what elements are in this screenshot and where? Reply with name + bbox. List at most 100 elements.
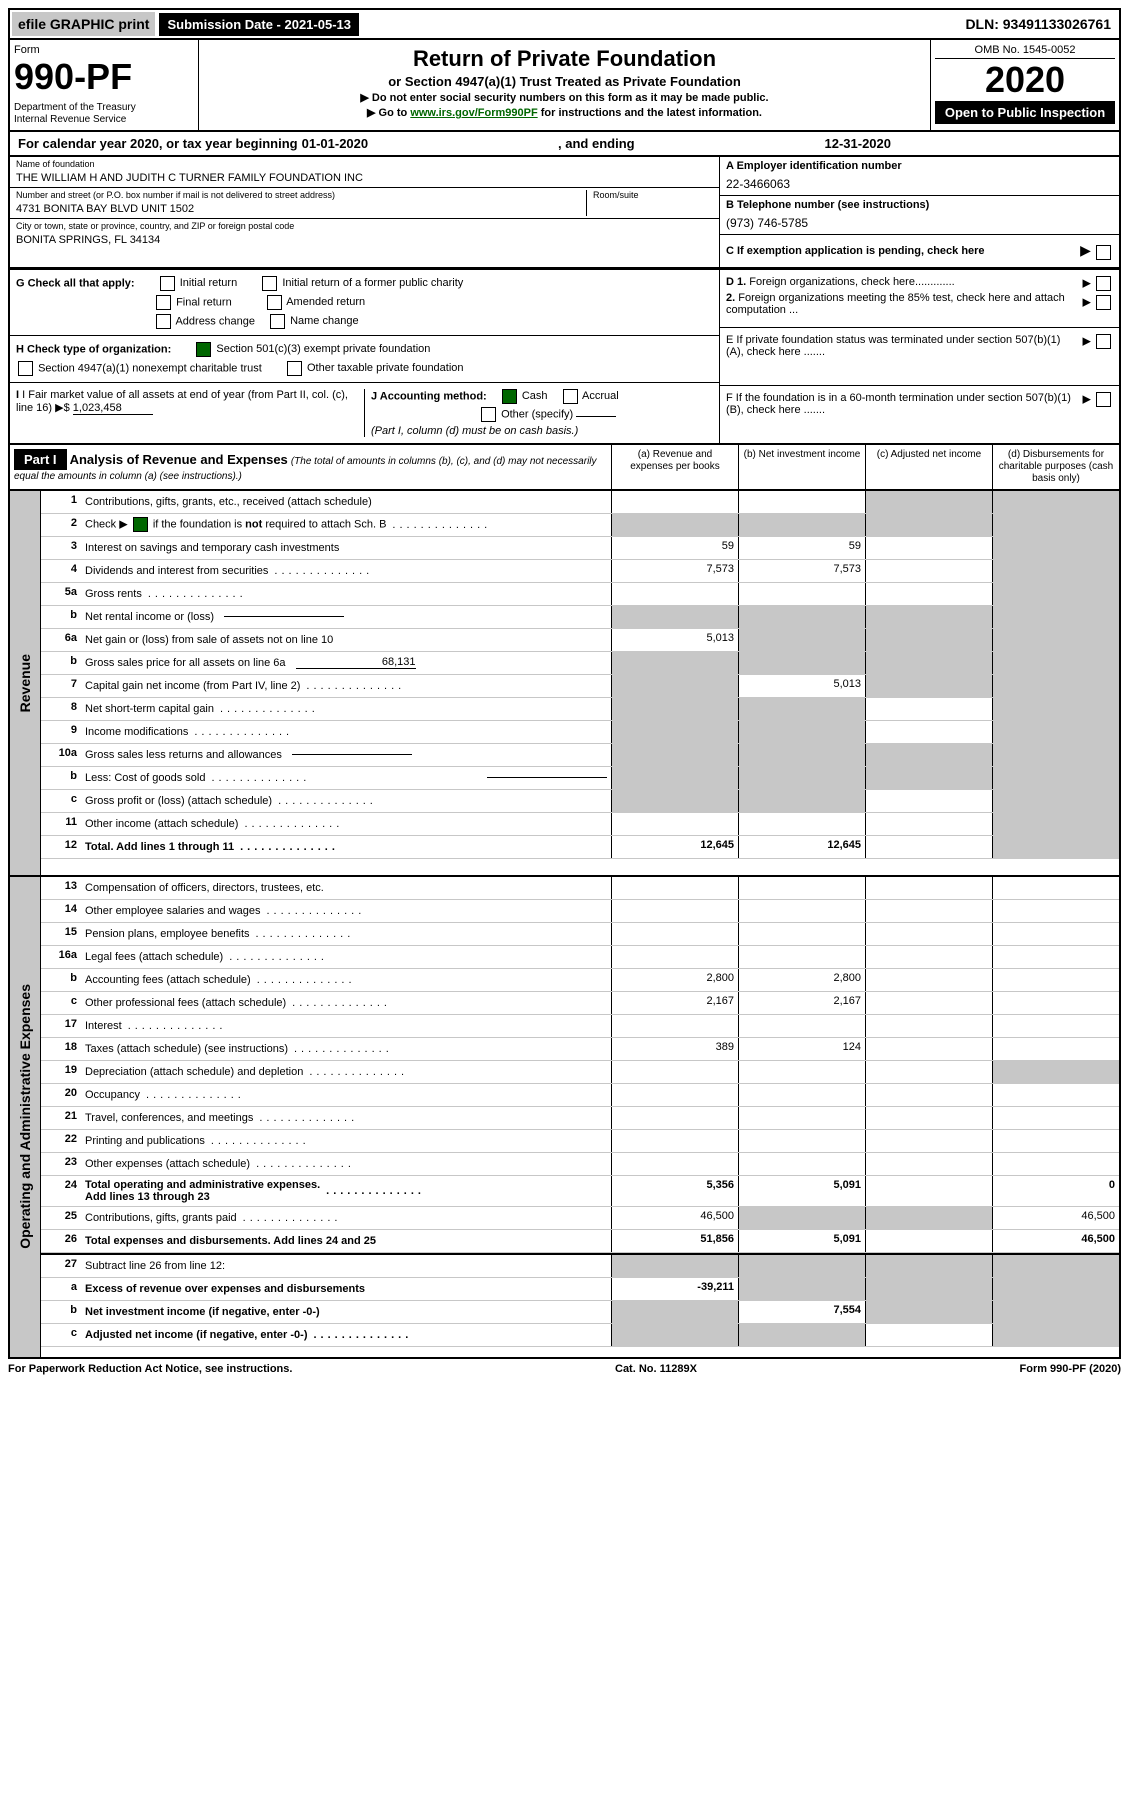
value-cell: [611, 1255, 738, 1277]
table-row: b Net investment income (if negative, en…: [41, 1301, 1119, 1324]
line-number: 11: [41, 813, 81, 835]
line-number: 27: [41, 1255, 81, 1277]
form-label: Form: [14, 44, 194, 56]
chk-cash[interactable]: [502, 389, 517, 404]
line-desc: Taxes (attach schedule) (see instruction…: [81, 1038, 611, 1060]
exempt-checkbox[interactable]: [1096, 245, 1111, 260]
chk-addr-change[interactable]: [156, 314, 171, 329]
value-cell: [611, 900, 738, 922]
value-cell: [865, 606, 992, 628]
value-cell: [738, 790, 865, 812]
addr: 4731 BONITA BAY BLVD UNIT 1502: [16, 202, 580, 216]
table-row: 6a Net gain or (loss) from sale of asset…: [41, 629, 1119, 652]
value-cell: 5,356: [611, 1176, 738, 1206]
chk-amended[interactable]: [267, 295, 282, 310]
value-cell: 5,013: [611, 629, 738, 651]
form-number: 990-PF: [14, 56, 194, 98]
col-b-header: (b) Net investment income: [739, 445, 866, 489]
table-row: 2 Check ▶ if the foundation is not requi…: [41, 514, 1119, 537]
line-number: 2: [41, 514, 81, 536]
chk-501c3[interactable]: [196, 342, 211, 357]
chk-d1[interactable]: [1096, 276, 1111, 291]
line-number: 1: [41, 491, 81, 513]
chk-other-taxable[interactable]: [287, 361, 302, 376]
chk-sch-b[interactable]: [133, 517, 148, 532]
value-cell: 2,167: [738, 992, 865, 1014]
chk-name-change[interactable]: [270, 314, 285, 329]
value-cell: [611, 675, 738, 697]
table-row: 23 Other expenses (attach schedule).....…: [41, 1153, 1119, 1176]
section-g: G Check all that apply: Initial return I…: [10, 270, 719, 335]
cash-basis-note: (Part I, column (d) must be on cash basi…: [371, 425, 578, 437]
line-desc: Total. Add lines 1 through 11...........…: [81, 836, 611, 858]
line-number: 4: [41, 560, 81, 582]
form-header: Form 990-PF Department of the Treasury I…: [8, 40, 1121, 132]
line-number: 19: [41, 1061, 81, 1083]
value-cell: [611, 744, 738, 766]
chk-accrual[interactable]: [563, 389, 578, 404]
value-cell: [611, 1301, 738, 1323]
value-cell: [611, 877, 738, 899]
table-row: a Excess of revenue over expenses and di…: [41, 1278, 1119, 1301]
value-cell: [865, 1153, 992, 1175]
phone-label: B Telephone number (see instructions): [726, 198, 1113, 212]
value-cell: [611, 583, 738, 605]
line-number: 6a: [41, 629, 81, 651]
value-cell: [738, 946, 865, 968]
value-cell: [992, 721, 1119, 743]
line-desc: Dividends and interest from securities..…: [81, 560, 611, 582]
value-cell: [992, 969, 1119, 991]
table-row: b Net rental income or (loss): [41, 606, 1119, 629]
value-cell: [865, 1278, 992, 1300]
value-cell: [865, 813, 992, 835]
value-cell: [738, 514, 865, 536]
table-row: 21 Travel, conferences, and meetings....…: [41, 1107, 1119, 1130]
line-desc: Gross sales less returns and allowances: [81, 744, 611, 766]
chk-4947[interactable]: [18, 361, 33, 376]
table-row: 26 Total expenses and disbursements. Add…: [41, 1230, 1119, 1253]
section-j: J Accounting method: Cash Accrual Other …: [364, 389, 713, 437]
chk-d2[interactable]: [1096, 295, 1111, 310]
chk-initial-return[interactable]: [160, 276, 175, 291]
chk-final-return[interactable]: [156, 295, 171, 310]
line-desc: Interest..............: [81, 1015, 611, 1037]
chk-initial-former[interactable]: [262, 276, 277, 291]
value-cell: [865, 514, 992, 536]
table-row: 27 Subtract line 26 from line 12:: [41, 1253, 1119, 1278]
chk-f[interactable]: [1096, 392, 1111, 407]
value-cell: [738, 767, 865, 789]
chk-other-method[interactable]: [481, 407, 496, 422]
value-cell: [865, 1230, 992, 1252]
line-number: 25: [41, 1207, 81, 1229]
line-desc: Check ▶ if the foundation is not require…: [81, 514, 611, 536]
value-cell: [992, 790, 1119, 812]
value-cell: [738, 744, 865, 766]
value-cell: [611, 790, 738, 812]
value-cell: [865, 1176, 992, 1206]
value-cell: [738, 1107, 865, 1129]
value-cell: 7,573: [738, 560, 865, 582]
value-cell: [865, 721, 992, 743]
line-desc: Adjusted net income (if negative, enter …: [81, 1324, 611, 1346]
table-row: b Accounting fees (attach schedule).....…: [41, 969, 1119, 992]
value-cell: [738, 813, 865, 835]
line-desc: Other professional fees (attach schedule…: [81, 992, 611, 1014]
value-cell: 7,573: [611, 560, 738, 582]
line-number: 22: [41, 1130, 81, 1152]
value-cell: [992, 560, 1119, 582]
phone: (973) 746-5785: [726, 212, 1113, 232]
value-cell: [992, 900, 1119, 922]
value-cell: [865, 767, 992, 789]
value-cell: [992, 491, 1119, 513]
value-cell: [992, 583, 1119, 605]
value-cell: [865, 1107, 992, 1129]
value-cell: [865, 652, 992, 674]
value-cell: [865, 1207, 992, 1229]
line-desc: Net short-term capital gain.............…: [81, 698, 611, 720]
line-number: 21: [41, 1107, 81, 1129]
efile-print-button[interactable]: efile GRAPHIC print: [12, 12, 155, 36]
irs-link[interactable]: www.irs.gov/Form990PF: [410, 107, 537, 119]
chk-e[interactable]: [1096, 334, 1111, 349]
line-desc: Total operating and administrative expen…: [81, 1176, 611, 1206]
omb-number: OMB No. 1545-0052: [935, 44, 1115, 59]
